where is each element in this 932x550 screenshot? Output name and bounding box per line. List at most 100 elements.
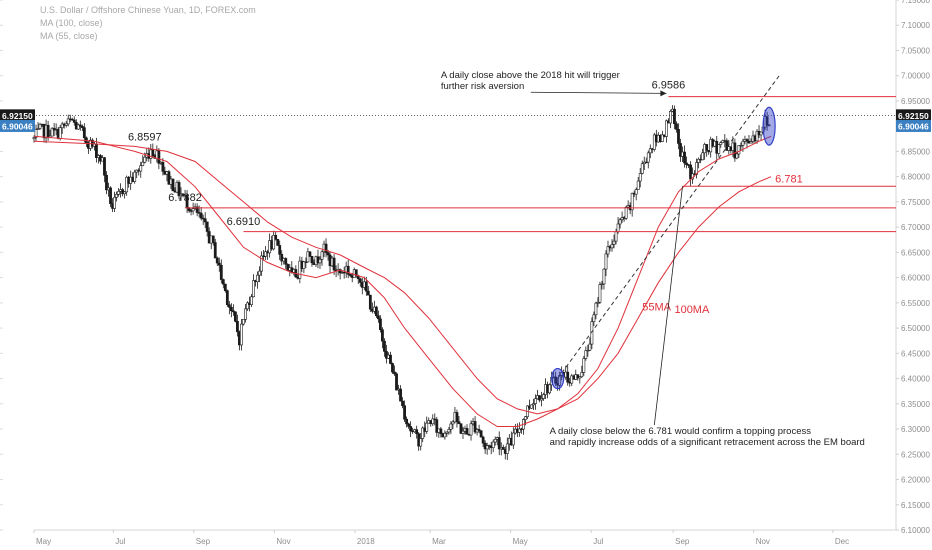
candle-body [278,245,282,255]
candle [733,138,737,162]
candle-body [274,234,278,240]
legend-symbol: U.S. Dollar / Offshore Chinese Yuan, 1D,… [40,5,256,15]
candle [213,238,217,259]
candle-body [141,161,145,166]
candle-body [421,427,425,439]
candle-body [36,128,40,130]
candle-body [32,137,36,140]
candle [246,301,249,311]
candle-body [586,349,590,352]
ma100-line [33,140,772,415]
candle-body [606,246,610,255]
candle-body [610,244,614,249]
candle-body [34,129,38,138]
candle [76,123,80,130]
candle [123,190,127,199]
candle-body [246,302,249,310]
candle-body [252,280,255,298]
y-tick: 6.15000 [0,501,930,510]
candle [227,300,231,315]
candle [203,212,207,229]
candle-body [236,321,239,333]
candle-body [634,189,638,195]
candle-body [76,124,80,130]
candle-body [113,197,116,209]
candle-body [348,273,352,276]
candle-body [306,251,310,263]
candle [141,155,145,167]
candle-body [264,251,268,257]
candle [171,178,175,192]
candle-body [457,421,461,425]
candle-body [234,311,237,322]
candle [38,122,42,130]
candle-body [455,412,459,422]
candle-body [240,323,243,346]
y-tick: 6.55000 [0,299,930,308]
candle [634,187,638,201]
candle [205,221,209,237]
candle-body [318,259,322,264]
candle [234,311,237,323]
candle [358,277,362,287]
candle [419,433,423,451]
candle-body [479,430,483,438]
y-tick-label: 6.10000 [901,526,930,535]
candle [421,426,425,443]
candle [505,437,509,461]
y-tick: 7.05000 [0,46,930,55]
candle-body [675,123,678,130]
candle [316,249,320,269]
candle [566,365,570,386]
y-tick: 7.00000 [0,72,930,81]
y-tick: 6.90000 [0,122,930,131]
candle-body [683,151,686,164]
prev-close-badge-left: 6.90046 [0,119,35,132]
annotation-arrow [530,91,667,94]
legend-ma55: MA (55, close) [40,31,98,41]
candle-body [435,419,439,433]
candle-body [534,398,537,404]
candle-body [592,314,596,322]
y-tick-label: 6.55000 [901,299,930,308]
candle-body [139,165,143,172]
candle-body [618,219,622,225]
candle-body [630,192,634,211]
candle-body [566,371,570,383]
candle-body [648,148,652,154]
candle-body [636,180,640,190]
candle-body [326,252,330,256]
candle-body [505,443,509,454]
candle [211,235,215,246]
candle [258,266,261,283]
candle-body [588,343,592,351]
candle [636,177,640,190]
candle [735,151,739,160]
candle-body [123,191,127,195]
y-tick: 6.75000 [0,198,930,207]
candle-body [105,174,108,191]
y-tick: 6.60000 [0,274,930,283]
badge-text: 6.92150 [898,111,929,121]
candle-body [493,439,497,443]
candle-body [638,173,642,182]
candle [391,362,394,374]
candle [534,394,537,410]
candle-body [70,119,74,121]
candle-body [280,254,284,262]
candle [578,376,582,384]
y-tick-label: 6.70000 [901,223,930,232]
candles [32,105,771,461]
candle [409,421,413,438]
y-tick-label: 6.45000 [901,349,930,358]
x-tick-label: May [513,537,528,546]
candle-body [465,428,469,435]
candle-body [203,218,207,223]
candle [759,131,763,141]
candle-body [481,436,485,444]
candle-body [407,423,411,427]
candle-body [64,123,68,126]
candle [485,442,489,455]
ma55-line [33,135,772,427]
